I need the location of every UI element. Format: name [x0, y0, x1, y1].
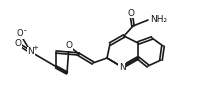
Text: O: O [65, 42, 72, 51]
Text: NH₂: NH₂ [150, 15, 167, 25]
Text: N: N [28, 48, 34, 57]
Text: O: O [15, 40, 21, 49]
Text: -: - [24, 27, 26, 36]
Text: O: O [17, 30, 23, 38]
Text: O: O [128, 8, 135, 17]
Text: +: + [32, 45, 38, 51]
Text: N: N [119, 63, 125, 72]
